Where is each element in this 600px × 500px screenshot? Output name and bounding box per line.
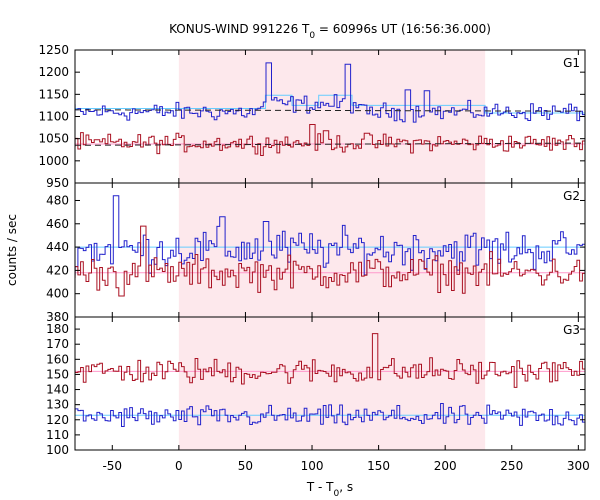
- highlight-interval: [178, 50, 486, 183]
- y-tick-label: 440: [46, 240, 69, 254]
- axes-layer: 950100010501100115012001250G138040042044…: [38, 43, 589, 473]
- y-tick-label: 160: [46, 352, 69, 366]
- y-tick-label: 110: [46, 428, 69, 442]
- y-axis-label: counts / sec: [5, 214, 19, 286]
- y-tick-label: 150: [46, 367, 69, 381]
- panel-label-G2: G2: [563, 189, 580, 203]
- series-red-G1: [75, 124, 585, 156]
- y-tick-label: 140: [46, 383, 69, 397]
- y-tick-label: 400: [46, 287, 69, 301]
- y-tick-label: 1200: [38, 65, 69, 79]
- series-red-G2: [75, 225, 585, 297]
- x-tick-label: 300: [567, 459, 590, 473]
- y-tick-label: 120: [46, 413, 69, 427]
- y-tick-label: 1100: [38, 110, 69, 124]
- panel-G2-plot: [75, 195, 585, 297]
- y-tick-label: 950: [46, 176, 69, 190]
- y-tick-label: 1250: [38, 43, 69, 57]
- panel-G3-plot: [75, 333, 585, 427]
- y-tick-label: 180: [46, 322, 69, 336]
- highlight-interval: [178, 183, 486, 317]
- dashed-red-G1: [75, 142, 585, 146]
- highlight-layer: [178, 50, 486, 450]
- x-axis-label: T - T0, s: [306, 480, 353, 499]
- y-tick-label: 1050: [38, 132, 69, 146]
- panel-label-G3: G3: [563, 323, 580, 337]
- x-tick-label: 50: [238, 459, 253, 473]
- y-tick-label: 480: [46, 193, 69, 207]
- highlight-interval: [178, 317, 486, 450]
- y-tick-label: 380: [46, 310, 69, 324]
- series-blue-G2: [75, 195, 585, 276]
- series-blue-G3: [75, 403, 585, 427]
- y-tick-label: 460: [46, 217, 69, 231]
- y-tick-label: 1000: [38, 154, 69, 168]
- series-red-G3: [75, 333, 585, 388]
- x-tick-label: 100: [301, 459, 324, 473]
- y-tick-label: 170: [46, 337, 69, 351]
- x-tick-label: 0: [175, 459, 183, 473]
- chart-title: KONUS-WIND 991226 T0 = 60996s UT (16:56:…: [169, 22, 491, 41]
- data-layer: [75, 62, 585, 427]
- x-tick-label: -50: [102, 459, 122, 473]
- panel-frame-G3: [74, 316, 586, 451]
- x-tick-label: 150: [367, 459, 390, 473]
- series-blue-G1: [75, 62, 585, 123]
- y-tick-label: 130: [46, 398, 69, 412]
- dashed-blue-G1: [75, 109, 585, 112]
- x-tick-label: 200: [434, 459, 457, 473]
- panel-label-G1: G1: [563, 56, 580, 70]
- y-tick-label: 100: [46, 443, 69, 457]
- y-tick-label: 1150: [38, 87, 69, 101]
- panel-G1-plot: [75, 62, 585, 156]
- x-tick-label: 250: [500, 459, 523, 473]
- y-tick-label: 420: [46, 263, 69, 277]
